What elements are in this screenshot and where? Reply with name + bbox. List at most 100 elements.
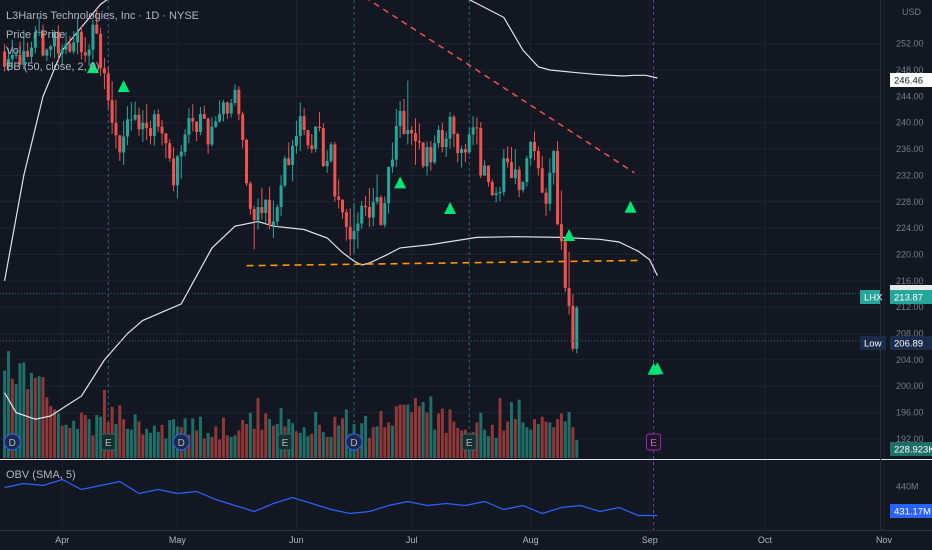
candle-body [498,191,502,194]
candle-body [306,129,310,146]
buy-signal-triangle [86,61,99,74]
candle-body [37,31,41,33]
volume-bar [26,389,30,458]
obv-line [4,478,658,517]
candle-body [559,224,563,242]
event-marker-label: E [466,438,473,449]
candle-body [575,307,579,349]
dividend-icon [345,433,363,451]
price-tick-label: 240.00 [896,118,924,128]
candle-body [556,151,560,225]
volume-bar [195,430,199,458]
candle-body [72,42,76,52]
volume-bar [22,362,26,458]
candle-body [218,114,222,122]
candle-body [26,50,30,57]
candle-body [379,197,383,225]
candle-body [348,226,352,240]
candle-body [214,121,218,127]
volume-bar [367,437,371,458]
candle-body [563,241,567,289]
volume-bar [552,427,556,458]
earnings-marker[interactable]: E [277,433,293,451]
candle-body [471,127,475,135]
event-marker-label: E [282,438,289,449]
candle-body [479,128,483,176]
earnings-marker[interactable]: E [100,433,116,451]
candle-body [6,58,10,67]
volume-bar [398,404,402,458]
volume-bar [83,415,87,458]
volume-bar [76,428,80,458]
candle-body [175,156,179,186]
price-tick-label: 216.00 [896,276,924,286]
earnings-marker[interactable]: E [461,433,477,451]
volume-bar [425,412,429,458]
volume-bar [225,435,229,458]
candle-body [206,118,210,145]
volume-bar [214,426,218,458]
candle-body [179,151,183,157]
candle-body [302,116,306,130]
candle-body [237,89,241,115]
volume-bar [556,419,560,458]
volume-bar [513,419,517,458]
volume-bar [456,428,460,458]
last-price-badge-box [890,290,932,304]
candle-body [329,144,333,161]
volume-bar [271,425,275,458]
candle-body [502,158,506,192]
obv-badge: 431.17M [890,504,932,518]
bb-legend: BB (50, close, 2, 0) [6,61,100,73]
volume-bar [294,431,298,458]
candle-body [18,54,22,65]
price-tick-label: 196.00 [896,408,924,418]
candle-body [287,158,291,165]
candle-body [525,158,529,183]
earnings-icon [461,433,477,451]
price-tick-label: 224.00 [896,223,924,233]
volume-bar [245,423,249,458]
price-axis[interactable]: USD 252.00 248.00 244.00 240.00 236.00 232.00 2… [896,7,924,444]
volume-bar [460,430,464,458]
volume-bar [149,432,153,458]
dividend-marker[interactable]: D [172,433,190,451]
candle-body [275,207,279,222]
volume-bar [275,423,279,458]
price-tick-label: 200.00 [896,381,924,391]
bb-upper-badge: 246.46 [890,73,932,87]
candle-body [321,128,325,167]
candle-body [294,135,298,146]
low-badge-tag [860,336,886,350]
candle-body [371,201,375,218]
time-axis[interactable]: AprMayJunJulAugSepOctNovDec [55,535,932,545]
candle-body [122,136,126,153]
event-marker-label: D [178,438,185,449]
candle-body [529,141,533,159]
candle-body [241,114,245,140]
candle-body [221,102,225,115]
candle-body [298,116,302,136]
candle-body [271,221,275,226]
dividend-marker[interactable]: D [345,433,363,451]
volume-bar [406,404,410,458]
volume-bar [45,397,49,458]
volume-bar [402,404,406,458]
volume-bar [344,409,348,458]
volume-bar [145,428,149,458]
volume-bar [10,378,14,458]
volume-bar [417,406,421,458]
volume-bar [210,436,214,458]
volume-bar [321,432,325,458]
volume-bar [429,396,433,458]
volume-bar [164,438,168,458]
future-earnings-marker[interactable]: E [646,433,662,451]
volume-bar [56,413,60,458]
dividend-marker[interactable]: D [3,433,21,451]
buy-signal-triangle [651,362,664,375]
volume-bar [87,419,91,458]
volume-badge: 228.923K [890,442,932,456]
candle-body [333,144,337,197]
